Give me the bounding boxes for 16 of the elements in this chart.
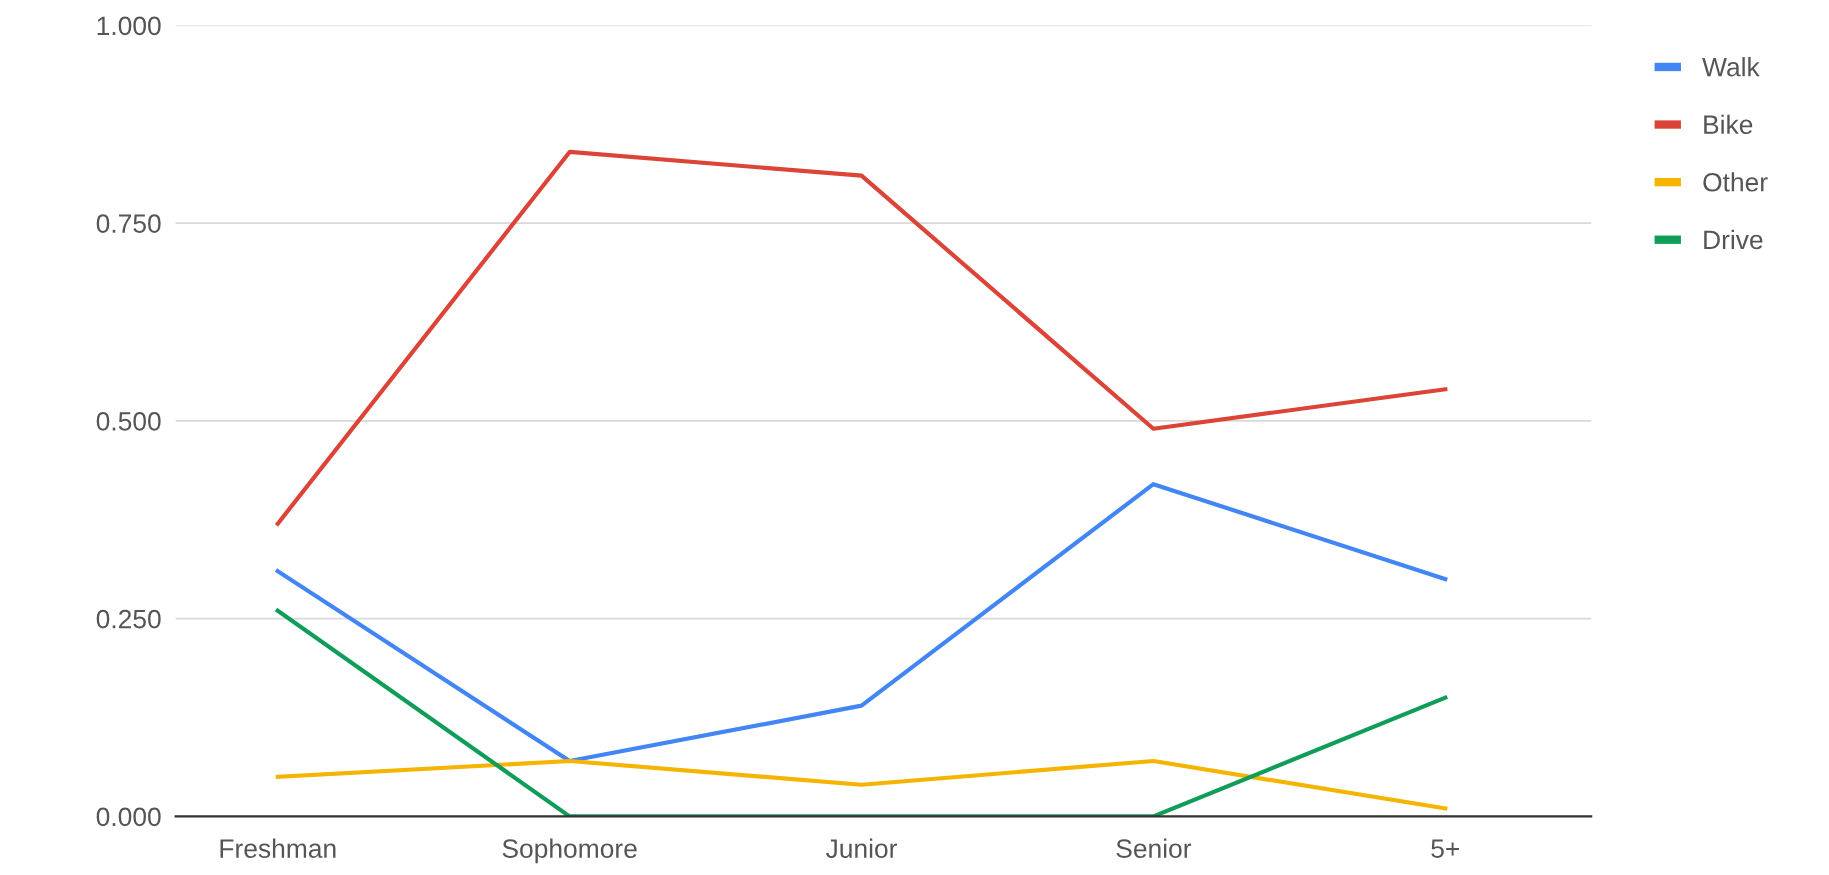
x-tick-label: Senior [1116, 838, 1192, 858]
y-tick-label: 0.250 [96, 609, 161, 629]
y-tick-label: 0.500 [96, 412, 161, 431]
legend-label: Drive [1704, 229, 1763, 250]
x-tick-label: 5+ [1431, 839, 1460, 858]
y-tick-label: 1.000 [97, 16, 161, 36]
x-tick-label: Sophomore [502, 838, 637, 864]
x-tick-label: Freshman [220, 838, 336, 858]
line-series [275, 758, 1448, 811]
y-tick-label: 0.750 [96, 214, 161, 233]
line-series [275, 149, 1448, 526]
y-tick-label: 0.000 [96, 807, 161, 827]
legend-label: Other [1703, 172, 1768, 192]
legend-label: Walk [1702, 57, 1760, 77]
x-tick-label: Junior [825, 838, 898, 858]
legend-label: Bike [1704, 114, 1753, 135]
